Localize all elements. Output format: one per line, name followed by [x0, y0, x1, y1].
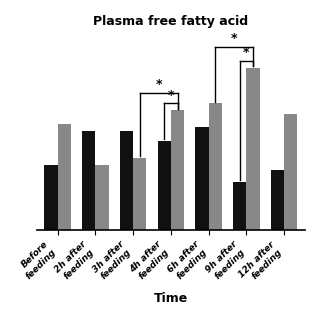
Title: Plasma free fatty acid: Plasma free fatty acid [93, 15, 248, 28]
Bar [95, 165, 108, 230]
Bar [271, 170, 284, 230]
Bar [58, 124, 71, 230]
Bar [82, 131, 95, 230]
Bar [246, 68, 260, 230]
Bar [44, 165, 58, 230]
Bar [133, 158, 146, 230]
Text: *: * [168, 89, 174, 102]
Bar [158, 141, 171, 230]
Bar [171, 110, 184, 230]
Bar [196, 127, 209, 230]
Text: *: * [156, 78, 162, 92]
Text: *: * [231, 32, 237, 45]
Bar [209, 103, 222, 230]
Bar [233, 182, 246, 230]
Bar [120, 131, 133, 230]
Bar [284, 114, 298, 230]
Text: *: * [243, 46, 250, 59]
X-axis label: Time: Time [154, 292, 188, 305]
